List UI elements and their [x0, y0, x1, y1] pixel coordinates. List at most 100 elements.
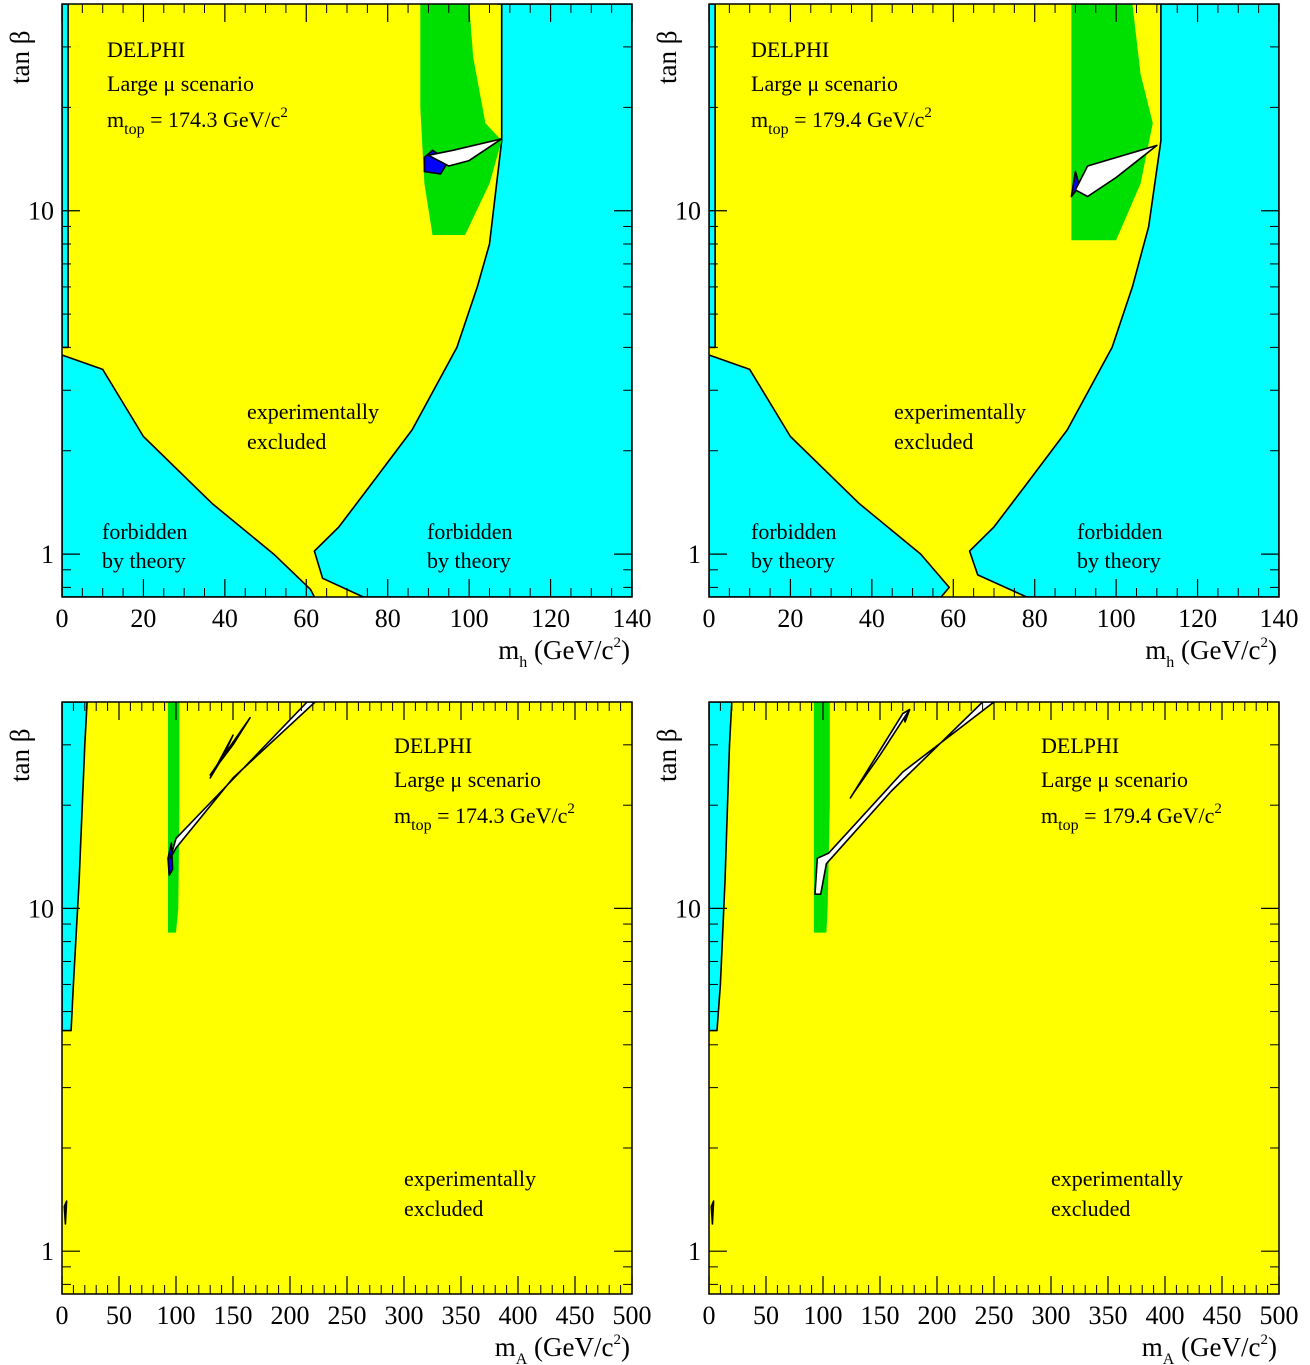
- x-tick-label: 20: [130, 604, 156, 633]
- x-tick-label: 400: [499, 1301, 538, 1330]
- mtop-prefix: m: [751, 107, 768, 132]
- y-tick-label: 1: [41, 1237, 54, 1266]
- mtop-label: mtop = 179.4 GeV/c2: [751, 105, 932, 138]
- excluded-annotation-line1: experimentally: [894, 399, 1026, 424]
- experiment-label: DELPHI: [751, 37, 829, 62]
- x-tick-label: 300: [1032, 1301, 1071, 1330]
- excluded-annotation-line2: excluded: [1051, 1196, 1130, 1221]
- x-axis-title-main: m: [1145, 635, 1166, 665]
- x-tick-label: 140: [613, 604, 652, 633]
- x-tick-label: 40: [212, 604, 238, 633]
- x-axis-title-close: ): [621, 1332, 630, 1362]
- x-tick-label: 100: [804, 1301, 843, 1330]
- region-theory-forbidden-top: [62, 4, 69, 349]
- excluded-annotation-line1: experimentally: [404, 1166, 536, 1191]
- x-tick-label: 120: [531, 604, 570, 633]
- x-axis-title-units: (GeV/c: [1174, 1332, 1260, 1362]
- x-axis-title-main: m: [498, 635, 519, 665]
- experiment-label: DELPHI: [394, 733, 472, 758]
- mtop-label: mtop = 174.3 GeV/c2: [107, 105, 288, 138]
- x-tick-label: 80: [1022, 604, 1048, 633]
- mtop-sub: top: [1058, 817, 1078, 834]
- x-tick-label: 200: [918, 1301, 957, 1330]
- x-axis-title: mh (GeV/c2): [1145, 635, 1277, 671]
- x-axis-title-sup: 2: [1261, 1332, 1269, 1348]
- excluded-annotation-line1: experimentally: [247, 399, 379, 424]
- y-tick-label: 10: [28, 197, 54, 226]
- mtop-value: = 179.4 GeV/c: [789, 107, 925, 132]
- region-observed-only: [1070, 170, 1081, 198]
- x-axis-title-sub: h: [519, 654, 527, 671]
- x-tick-label: 50: [106, 1301, 132, 1330]
- x-axis-title: mA (GeV/c2): [1142, 1332, 1277, 1365]
- forbidden-right-line2: by theory: [427, 548, 511, 573]
- x-tick-label: 0: [56, 1301, 69, 1330]
- y-axis-title: tan β: [652, 729, 682, 782]
- x-tick-label: 0: [56, 604, 69, 633]
- mtop-sup: 2: [567, 801, 575, 817]
- x-tick-label: 150: [861, 1301, 900, 1330]
- x-axis-title-units: (GeV/c: [527, 1332, 613, 1362]
- forbidden-left-line1: forbidden: [751, 519, 837, 544]
- x-tick-label: 350: [442, 1301, 481, 1330]
- x-axis-title-units: (GeV/c: [1174, 635, 1260, 665]
- x-tick-label: 20: [777, 604, 803, 633]
- excluded-annotation-line2: excluded: [894, 429, 973, 454]
- y-tick-label: 1: [688, 540, 701, 569]
- mtop-label: mtop = 179.4 GeV/c2: [1041, 801, 1222, 834]
- forbidden-left-line2: by theory: [102, 548, 186, 573]
- x-tick-label: 0: [703, 604, 716, 633]
- x-tick-label: 200: [271, 1301, 310, 1330]
- x-tick-label: 450: [1203, 1301, 1242, 1330]
- x-tick-label: 100: [450, 604, 489, 633]
- x-tick-label: 100: [157, 1301, 196, 1330]
- x-axis-title: mA (GeV/c2): [495, 1332, 630, 1365]
- region-allowed: [814, 702, 995, 895]
- x-axis-title-sub: h: [1166, 654, 1174, 671]
- mtop-label: mtop = 174.3 GeV/c2: [394, 801, 575, 834]
- mtop-value: = 179.4 GeV/c: [1079, 803, 1215, 828]
- mtop-prefix: m: [107, 107, 124, 132]
- x-tick-label: 50: [753, 1301, 779, 1330]
- y-tick-label: 1: [688, 1237, 701, 1266]
- scenario-label: Large μ scenario: [107, 71, 254, 96]
- mtop-sup: 2: [924, 105, 932, 121]
- x-axis-title-sup: 2: [614, 635, 622, 651]
- x-tick-label: 450: [556, 1301, 595, 1330]
- scenario-label: Large μ scenario: [1041, 767, 1188, 792]
- forbidden-left-line1: forbidden: [102, 519, 188, 544]
- x-axis-title-close: ): [1268, 1332, 1277, 1362]
- region-theory-forbidden-right: [313, 4, 632, 597]
- x-tick-label: 250: [975, 1301, 1014, 1330]
- mtop-sup: 2: [280, 105, 288, 121]
- x-tick-label: 400: [1146, 1301, 1185, 1330]
- x-tick-label: 500: [613, 1301, 652, 1330]
- x-tick-label: 120: [1178, 604, 1217, 633]
- y-axis-title: tan β: [652, 31, 682, 84]
- x-tick-label: 140: [1260, 604, 1299, 633]
- mtop-sup: 2: [1214, 801, 1222, 817]
- excluded-annotation-line1: experimentally: [1051, 1166, 1183, 1191]
- x-tick-label: 40: [859, 604, 885, 633]
- region-small-region: [63, 1200, 68, 1225]
- forbidden-left-line2: by theory: [751, 548, 835, 573]
- experiment-label: DELPHI: [107, 37, 185, 62]
- experiment-label: DELPHI: [1041, 733, 1119, 758]
- y-axis-title: tan β: [5, 729, 35, 782]
- mtop-prefix: m: [1041, 803, 1058, 828]
- region-allowed-2: [849, 708, 911, 799]
- region-expected-excluded: [168, 702, 180, 933]
- region-observed-only: [167, 842, 174, 876]
- region-theory-forbidden-right: [968, 4, 1279, 597]
- mtop-value: = 174.3 GeV/c: [145, 107, 281, 132]
- y-tick-label: 10: [28, 894, 54, 923]
- x-axis-title-sup: 2: [614, 1332, 622, 1348]
- region-theory-forbidden-top: [62, 702, 88, 1032]
- x-tick-label: 500: [1260, 1301, 1299, 1330]
- excluded-region-background: [709, 702, 1279, 1294]
- excluded-annotation-line2: excluded: [404, 1196, 483, 1221]
